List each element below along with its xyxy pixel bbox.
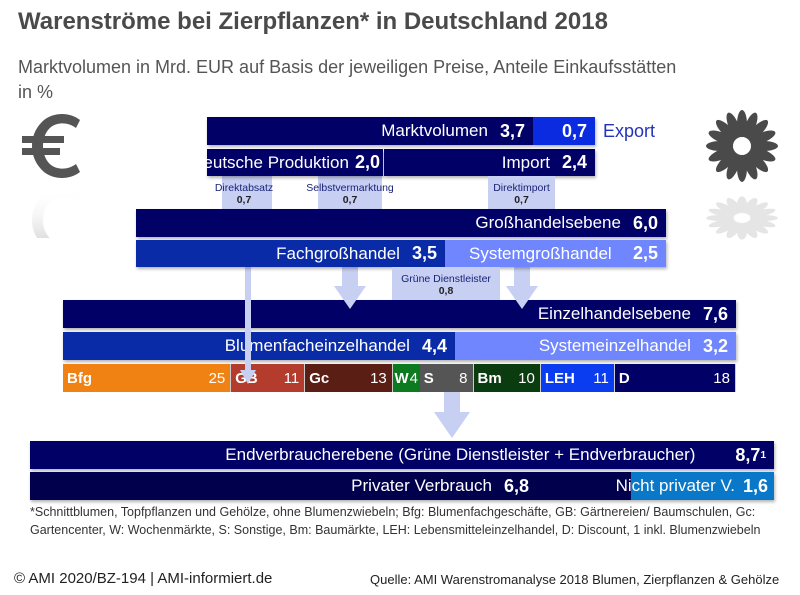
direktimport-label: Direktimport	[493, 182, 550, 194]
marktvolumen-value: 3,7	[499, 120, 525, 141]
grosshandel-total-value: 6,0	[632, 212, 658, 233]
footnote: *Schnittblumen, Topfpflanzen und Gehölze…	[30, 505, 761, 537]
direktabsatz-value: 0,7	[236, 194, 252, 206]
arrow-head-system	[506, 286, 538, 309]
direktabsatz-label: Direktabsatz	[214, 182, 274, 194]
marktvolumen-bar: Marktvolumen 3,7	[207, 117, 533, 145]
produktion-value: 2,0	[354, 152, 380, 172]
footnote-marker: 1	[760, 449, 766, 461]
arrow-shaft-end	[444, 392, 460, 414]
systemgrosshandel-bar: Systemgroßhandel 2,5	[445, 240, 666, 267]
nicht-privater-verbrauch-label: Nicht privater V.	[615, 476, 735, 495]
flow-direktabsatz: Direktabsatz 0,7	[210, 176, 278, 209]
selbstvermarktung-label: Selbstvermarktung	[306, 182, 394, 194]
source: Quelle: AMI Warenstromanalyse 2018 Blume…	[370, 572, 780, 587]
copyright: © AMI 2020/BZ-194 | AMI-informiert.de	[14, 570, 273, 587]
privater-verbrauch-bar: Privater Verbrauch 6,8	[30, 472, 598, 500]
marktvolumen-label: Marktvolumen	[381, 121, 488, 140]
endverbraucher-total-label: Endverbraucherebene (Grüne Dienstleister…	[225, 445, 696, 464]
arrow-head-fach	[334, 286, 366, 309]
export-bar: 0,7	[533, 117, 595, 145]
gruene-value: 0,8	[438, 285, 454, 297]
euro-icon	[22, 114, 80, 238]
arrow-head-gb	[240, 370, 256, 384]
import-label: Import	[501, 152, 550, 172]
fachgrosshandel-value: 3,5	[411, 243, 437, 263]
gruene-label: Grüne Dienstleister	[401, 273, 491, 285]
arrow-shaft-fach	[342, 267, 358, 287]
selbstvermarktung-value: 0,7	[342, 194, 358, 206]
privater-verbrauch-value: 6,8	[503, 475, 529, 496]
grosshandel-total-bar: Großhandelsebene 6,0	[136, 209, 666, 237]
systemgrosshandel-label: Systemgroßhandel	[469, 243, 612, 263]
endverbraucher-total-value: 8,7	[735, 444, 761, 465]
flow-direktimport: Direktimport 0,7	[488, 176, 555, 209]
arrow-shaft-system	[514, 267, 530, 287]
produktion-label: deutsche Produktion	[193, 152, 349, 172]
export-label: Export	[603, 121, 656, 141]
fachgrosshandel-bar: Fachgroßhandel 3,5	[136, 240, 445, 267]
flow-selbstvermarktung: Selbstvermarktung 0,7	[300, 176, 400, 209]
flow-gruene-dienstleister: Grüne Dienstleister 0,8	[392, 267, 500, 300]
produktion-bar: deutsche Produktion 2,0	[194, 149, 383, 176]
nicht-privater-verbrauch-value: 1,6	[742, 475, 768, 496]
flow-line-fach-to-gb	[245, 267, 251, 372]
systemgrosshandel-value: 2,5	[632, 243, 658, 263]
arrow-head-end	[434, 412, 470, 438]
grosshandel-total-label: Großhandelsebene	[475, 213, 621, 232]
import-value: 2,4	[561, 152, 587, 172]
export-value: 0,7	[561, 120, 587, 141]
fachgrosshandel-label: Fachgroßhandel	[276, 243, 400, 263]
privater-verbrauch-label: Privater Verbrauch	[351, 476, 492, 495]
endverbraucher-total-bar: Endverbraucherebene (Grüne Dienstleister…	[30, 441, 774, 469]
subtitle: Marktvolumen in Mrd. EUR auf Basis der j…	[18, 57, 677, 102]
nicht-privater-verbrauch-bar: Nicht privater V. 1,6	[598, 472, 774, 500]
import-bar: Import 2,4	[384, 149, 595, 176]
flower-icon	[706, 110, 778, 240]
page-title: Warenströme bei Zierpflanzen* in Deutsch…	[18, 8, 608, 35]
direktimport-value: 0,7	[514, 194, 529, 206]
